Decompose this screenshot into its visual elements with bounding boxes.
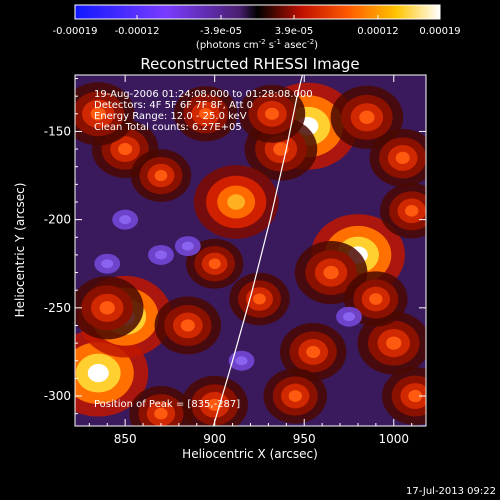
- heatmap-source-blob: [404, 205, 419, 217]
- x-tick-label: 900: [203, 432, 226, 446]
- heatmap-source-blob: [369, 293, 383, 305]
- heatmap-source-blob: [306, 345, 321, 359]
- heatmap-source-blob: [395, 151, 410, 164]
- colorbar-ticks: -0.00019 -0.00012 -3.9e-05 3.9e-05 0.00012 0.…: [53, 15, 461, 37]
- heatmap-source-blob: [386, 336, 402, 350]
- heatmap-source-blob: [253, 293, 266, 305]
- footer-timestamp: 17-Jul-2013 09:22: [406, 486, 496, 497]
- heatmap-source-blob: [227, 194, 246, 210]
- heatmap-source-blob: [154, 170, 168, 182]
- colorbar-tick-label: 0.00012: [357, 26, 398, 37]
- heatmap-negative-core: [154, 250, 167, 260]
- heatmap-source-blob: [154, 407, 168, 420]
- annotation-block: 19-Aug-2006 01:24:08.000 to 01:28:08.000…: [94, 89, 313, 133]
- heatmap-layer: [75, 75, 426, 426]
- heatmap-source-blob: [99, 301, 115, 315]
- annotation-line: 19-Aug-2006 01:24:08.000 to 01:28:08.000: [94, 89, 313, 100]
- x-tick-label: 1000: [378, 432, 409, 446]
- chart-title: Reconstructed RHESSI Image: [140, 55, 359, 73]
- heatmap-source-blob: [118, 142, 133, 156]
- axis-ticks: 850 900 950 1000 -150 -200 -250 -300: [44, 75, 426, 446]
- y-axis-label: Heliocentric Y (arcsec): [13, 183, 27, 318]
- colorbar-tick-label: -0.00012: [115, 26, 160, 37]
- y-tick-label: -200: [44, 213, 71, 227]
- heatmap-negative-core: [101, 259, 114, 269]
- heatmap-source-blob: [180, 319, 195, 332]
- heatmap-source-blob: [323, 265, 339, 280]
- heatmap-source-blob: [87, 363, 109, 383]
- heatmap-source-blob: [199, 107, 213, 120]
- heatmap-source-blob: [90, 107, 106, 121]
- colorbar-unit-label: (photons cm-2 s-1 asec-2): [196, 38, 318, 51]
- heatmap-source-blob: [273, 142, 289, 156]
- heatmap-source-blob: [208, 258, 221, 269]
- x-tick-label: 950: [293, 432, 316, 446]
- annotation-line: Clean Total counts: 6.27E+05: [94, 122, 242, 133]
- colorbar-tick-label: 3.9e-05: [275, 26, 313, 37]
- x-axis-label: Heliocentric X (arcsec): [182, 447, 318, 461]
- colorbar-tick-label: -0.00019: [53, 26, 98, 37]
- heatmap-source-blob: [264, 107, 279, 120]
- heatmap-source-blob: [359, 110, 375, 124]
- heatmap-negative-core: [343, 312, 355, 322]
- colorbar-tick-label: -3.9e-05: [200, 26, 242, 37]
- annotation-line: Detectors: 4F 5F 6F 7F 8F, Att 0: [94, 100, 253, 111]
- y-tick-label: -150: [44, 124, 71, 138]
- y-tick-label: -300: [44, 389, 71, 403]
- heatmap-negative-core: [235, 356, 248, 366]
- y-tick-label: -250: [44, 301, 71, 315]
- colorbar: [74, 4, 441, 20]
- solar-limb-line: [212, 75, 303, 426]
- colorbar-tick-label: 0.00019: [419, 26, 460, 37]
- x-tick-label: 850: [114, 432, 137, 446]
- heatmap-negative-core: [119, 215, 132, 225]
- annotation-line: Energy Range: 12.0 - 25.0 keV: [94, 111, 247, 122]
- heatmap-source-blob: [288, 390, 302, 402]
- heatmap-source-blob: [408, 389, 423, 403]
- heatmap-negative-core: [181, 241, 194, 251]
- peak-position-label: Position of Peak = [835,-287]: [94, 399, 240, 410]
